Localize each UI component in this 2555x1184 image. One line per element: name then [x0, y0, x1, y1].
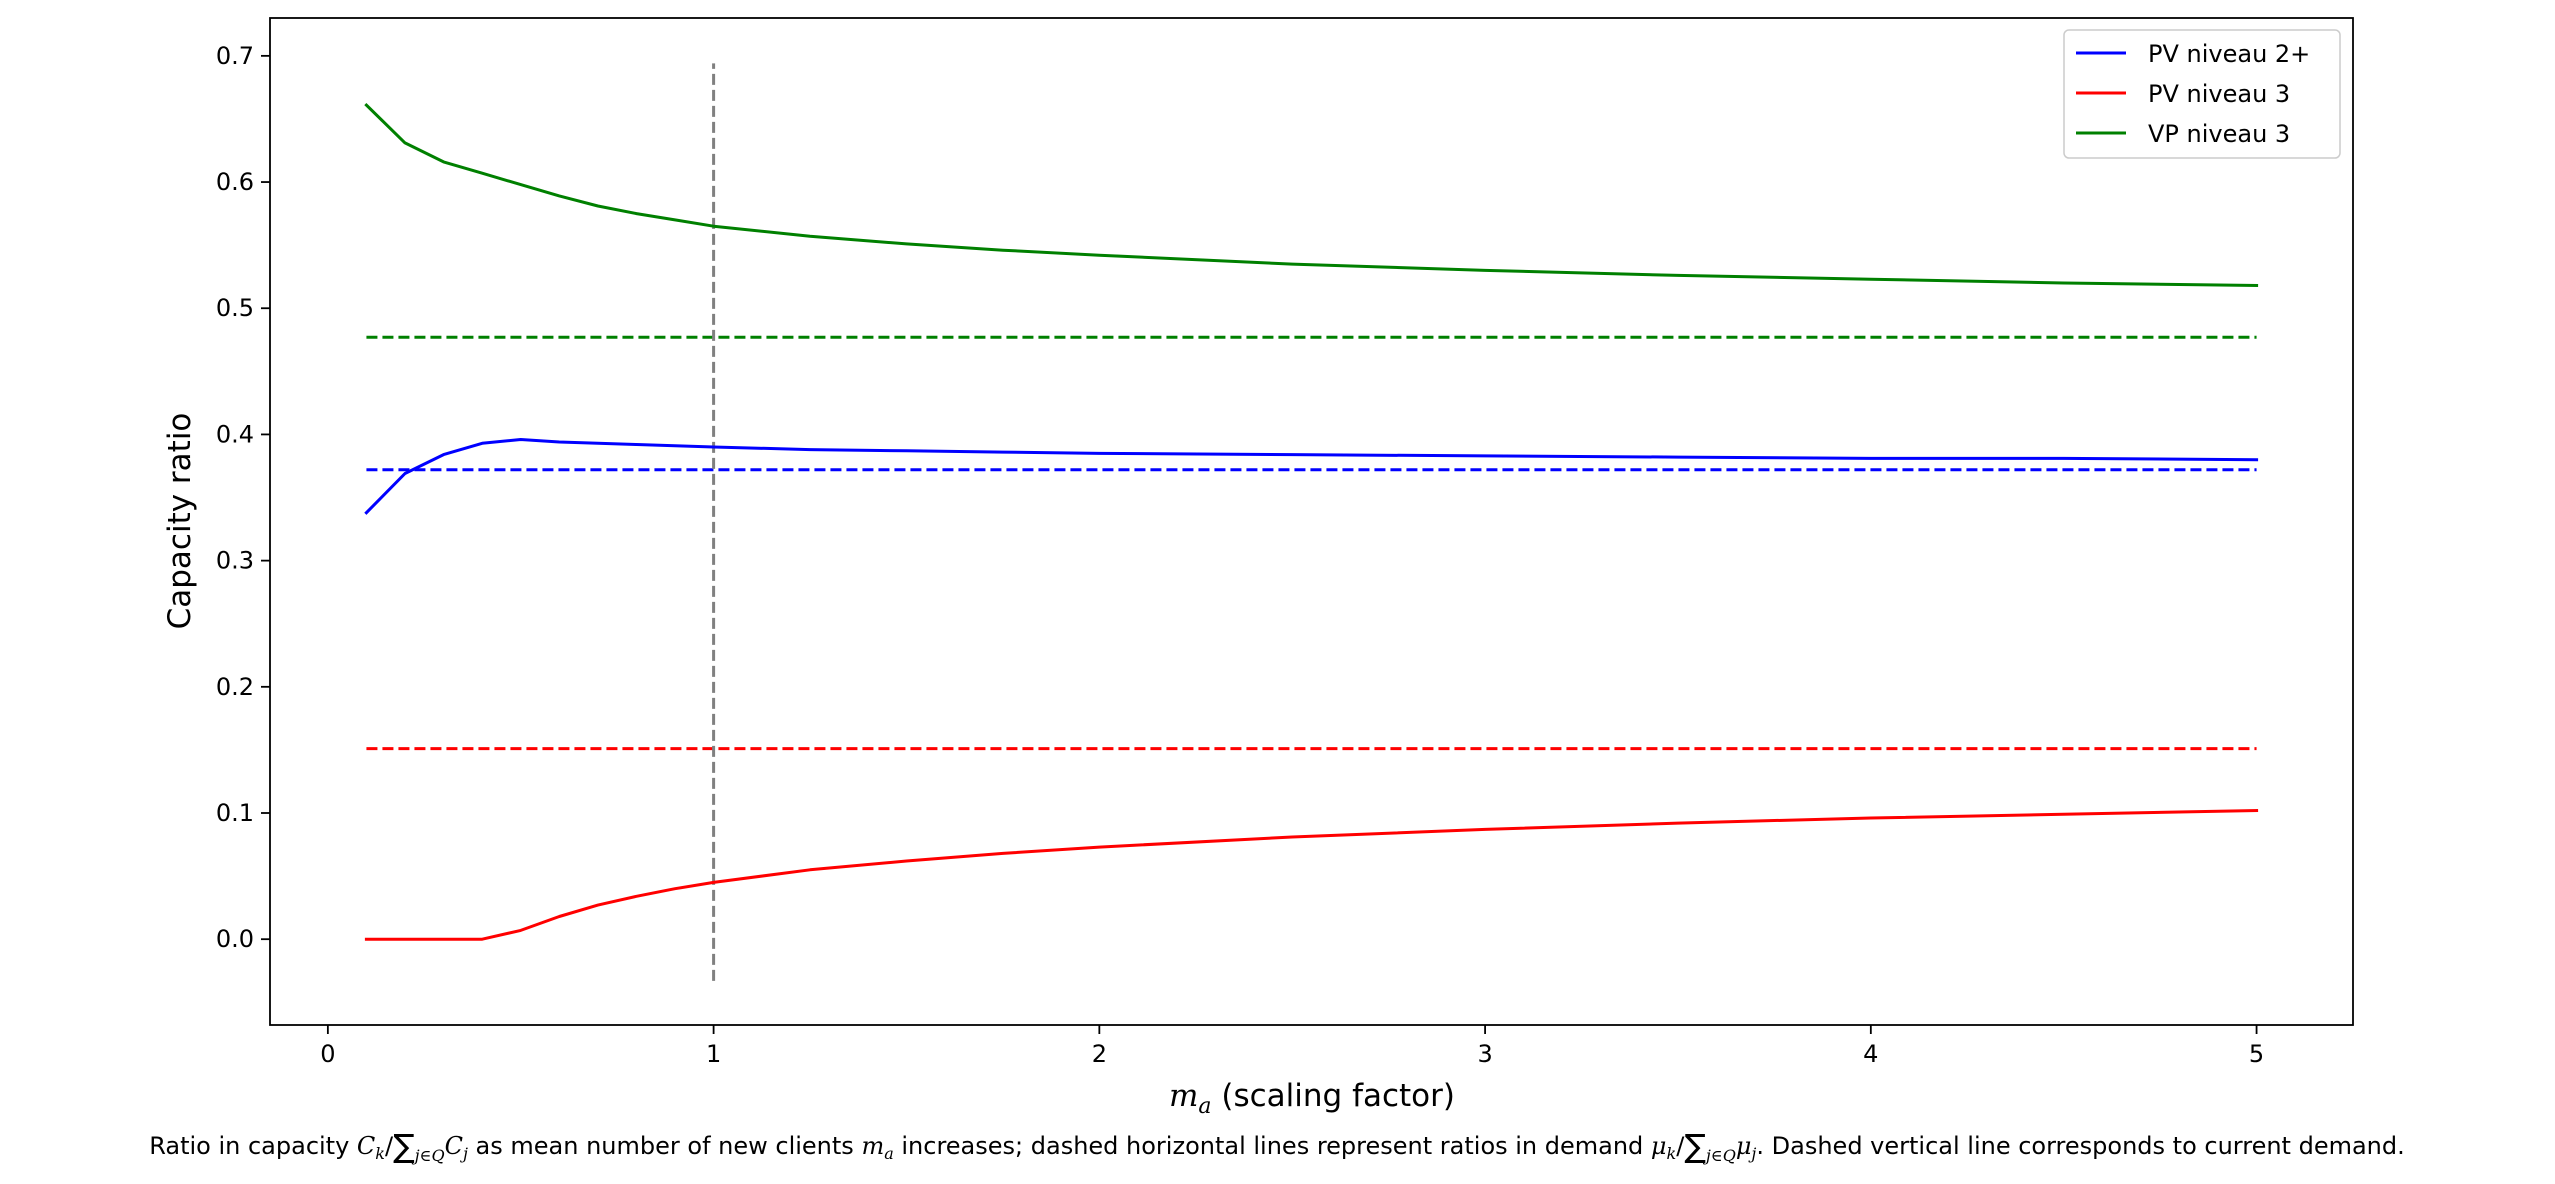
legend: PV niveau 2+ PV niveau 3 VP niveau 3 — [2063, 29, 2341, 159]
caption-part: / — [385, 1132, 394, 1160]
x-axis-label-text: (scaling factor) — [1212, 1078, 1455, 1114]
caption-math: C — [357, 1132, 375, 1160]
y-tick-label: 0.7 — [216, 42, 254, 70]
y-axis-ticks: 0.0 0.1 0.2 0.3 0.4 0.5 0.6 0.7 — [216, 42, 270, 953]
x-axis-label: ma (scaling factor) — [1169, 1078, 1455, 1119]
x-tick-label: 4 — [1863, 1040, 1878, 1068]
x-tick-label: 5 — [2249, 1040, 2264, 1068]
y-tick-label: 0.5 — [216, 294, 254, 322]
caption-part: Ratio in capacity — [149, 1132, 357, 1160]
series-line-vp-niveau-3 — [364, 102, 2259, 288]
axes-frame — [269, 17, 2354, 1026]
x-tick-label: 2 — [1092, 1040, 1107, 1068]
x-tick-label: 1 — [706, 1040, 721, 1068]
x-axis-label-symbol: m — [1169, 1078, 1198, 1114]
y-tick-label: 0.6 — [216, 168, 254, 196]
caption-subscript: k — [1667, 1144, 1677, 1163]
series-line-pv-niveau-3 — [364, 808, 2259, 941]
x-tick-label: 0 — [320, 1040, 335, 1068]
y-tick-label: 0.2 — [216, 673, 254, 701]
caption-sum-symbol: ∑ — [393, 1127, 415, 1165]
caption-math: m — [861, 1132, 884, 1160]
legend-label-pv-niveau-2: PV niveau 2+ — [2148, 40, 2310, 68]
caption-subscript: j∈Q — [412, 1146, 445, 1165]
series-line-pv-niveau-2 — [364, 438, 2259, 515]
series-lines — [364, 102, 2259, 941]
legend-box — [2063, 29, 2341, 159]
caption-sum-symbol: ∑ — [1684, 1127, 1706, 1165]
x-axis-ticks: 0 1 2 3 4 5 — [320, 1025, 2264, 1068]
caption-part: / — [1676, 1132, 1685, 1160]
caption-math: μ — [1651, 1132, 1667, 1160]
reference-lines — [366, 63, 2257, 981]
caption-math: μ — [1736, 1132, 1752, 1160]
caption-subscript: j — [1748, 1144, 1756, 1163]
y-tick-label: 0.3 — [216, 547, 254, 575]
x-axis-label-subscript: a — [1198, 1094, 1211, 1119]
legend-label-vp-niveau-3: VP niveau 3 — [2148, 120, 2290, 148]
caption-subscript: j — [460, 1144, 468, 1163]
y-tick-label: 0.4 — [216, 420, 254, 448]
caption-math: C — [445, 1132, 463, 1160]
caption-subscript: j∈Q — [1703, 1146, 1736, 1165]
y-tick-label: 0.1 — [216, 799, 254, 827]
caption-subscript: a — [884, 1144, 894, 1163]
x-tick-label: 3 — [1477, 1040, 1492, 1068]
caption-part: increases; dashed horizontal lines repre… — [894, 1132, 1651, 1160]
y-tick-label: 0.0 — [216, 925, 254, 953]
caption-part: . Dashed vertical line corresponds to cu… — [1756, 1132, 2404, 1160]
y-axis-label: Capacity ratio — [162, 413, 198, 630]
caption-part: as mean number of new clients — [468, 1132, 862, 1160]
plot-area — [364, 63, 2259, 981]
legend-label-pv-niveau-3: PV niveau 3 — [2148, 80, 2290, 108]
caption-subscript: k — [375, 1144, 385, 1163]
figure-caption: Ratio in capacity Ck/∑j∈QCj as mean numb… — [149, 1127, 2405, 1165]
